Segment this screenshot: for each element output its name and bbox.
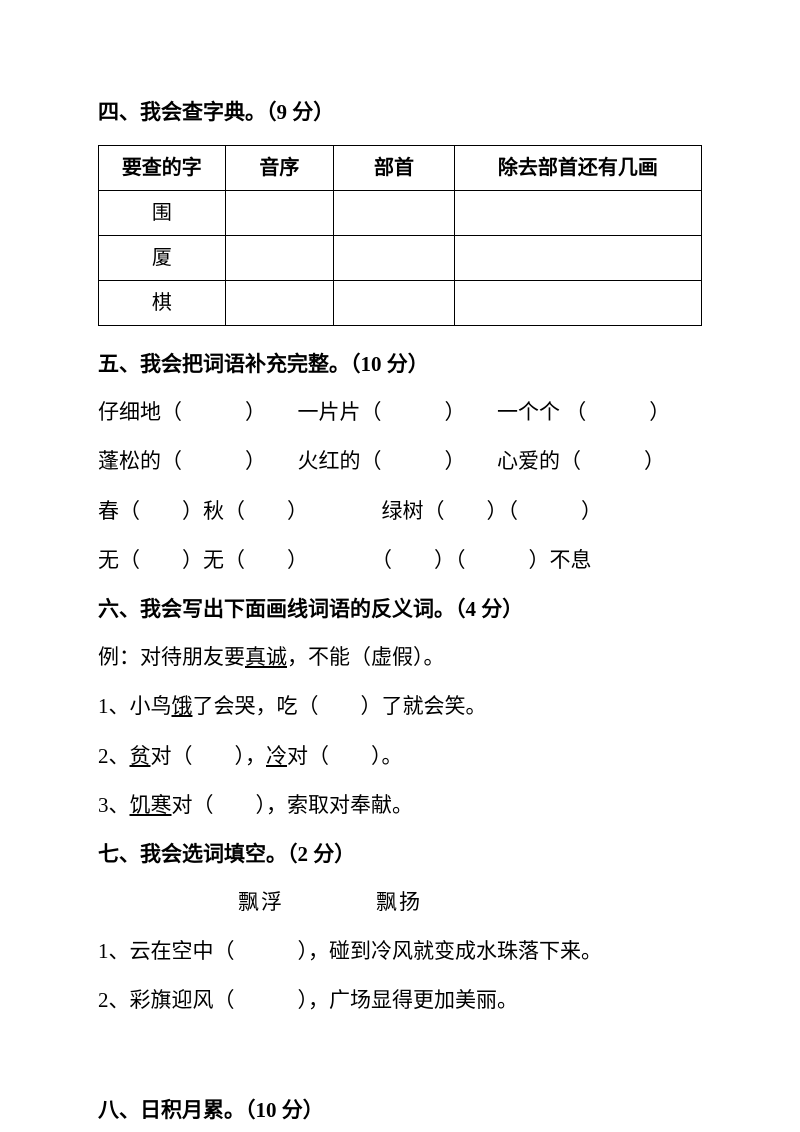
table-row: 厦 <box>99 236 702 281</box>
cell-char: 棋 <box>99 281 226 326</box>
th-strokes: 除去部首还有几画 <box>454 146 701 191</box>
table-header-row: 要查的字 音序 部首 除去部首还有几画 <box>99 146 702 191</box>
underline-word: 贫 <box>130 744 151 768</box>
section-6-title: 六、我会写出下面画线词语的反义词。（4 分） <box>98 595 702 624</box>
cell-blank[interactable] <box>334 236 455 281</box>
cell-blank[interactable] <box>454 236 701 281</box>
section-5-title: 五、我会把词语补充完整。（10 分） <box>98 350 702 379</box>
underline-word: 饿 <box>172 694 193 718</box>
dictionary-table: 要查的字 音序 部首 除去部首还有几画 围 厦 棋 <box>98 145 702 326</box>
q5-line2: 蓬松的（ ） 火红的（ ） 心爱的（ ） <box>98 447 702 476</box>
cell-blank[interactable] <box>454 281 701 326</box>
q5-line3: 春（ ）秋（ ） 绿树（ ）（ ） <box>98 497 702 526</box>
q5-line4: 无（ ）无（ ） （ ）（ ）不息 <box>98 546 702 575</box>
table-row: 棋 <box>99 281 702 326</box>
cell-blank[interactable] <box>225 236 334 281</box>
cell-blank[interactable] <box>225 191 334 236</box>
cell-blank[interactable] <box>225 281 334 326</box>
section-8-title: 八、日积月累。（10 分） <box>98 1096 702 1125</box>
table-row: 围 <box>99 191 702 236</box>
th-yinxu: 音序 <box>225 146 334 191</box>
cell-char: 围 <box>99 191 226 236</box>
section-7-title: 七、我会选词填空。（2 分） <box>98 840 702 869</box>
th-char: 要查的字 <box>99 146 226 191</box>
cell-blank[interactable] <box>454 191 701 236</box>
underline-word: 冷 <box>266 744 287 768</box>
cell-blank[interactable] <box>334 281 455 326</box>
th-bushou: 部首 <box>334 146 455 191</box>
q6-line2: 2、贫对（ ），冷对（ ）。 <box>98 742 702 771</box>
q6-line3: 3、饥寒对（ ），索取对奉献。 <box>98 791 702 820</box>
cell-blank[interactable] <box>334 191 455 236</box>
cell-char: 厦 <box>99 236 226 281</box>
q6-line1: 1、小鸟饿了会哭，吃（ ）了就会笑。 <box>98 692 702 721</box>
section-4-title: 四、我会查字典。（9 分） <box>98 98 702 127</box>
q7-options: 飘浮 飘扬 <box>98 888 702 917</box>
q7-line1: 1、云在空中（ ），碰到冷风就变成水珠落下来。 <box>98 937 702 966</box>
underline-word: 真诚 <box>245 645 287 669</box>
q5-line1: 仔细地（ ） 一片片（ ） 一个个 （ ） <box>98 398 702 427</box>
q6-example: 例：对待朋友要真诚，不能（虚假）。 <box>98 643 702 672</box>
underline-word: 饥寒 <box>130 793 172 817</box>
q7-line2: 2、彩旗迎风（ ），广场显得更加美丽。 <box>98 986 702 1015</box>
